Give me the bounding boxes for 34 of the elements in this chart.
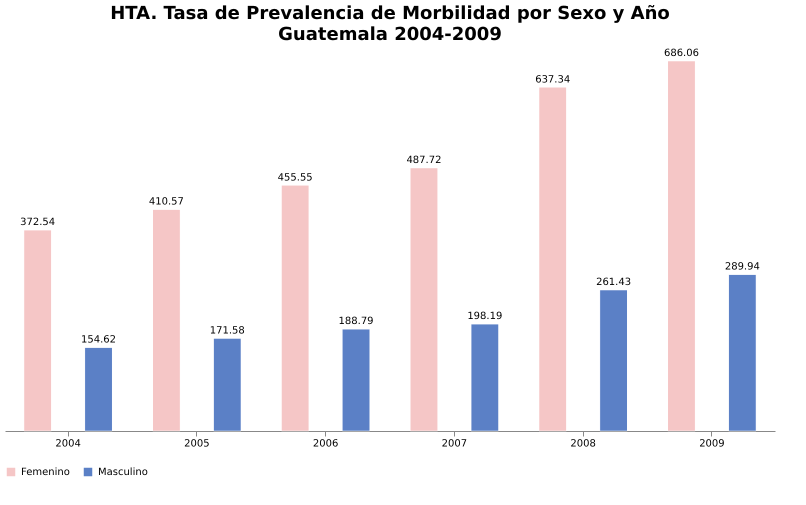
- x-tick-label: 2008: [570, 438, 596, 450]
- x-tick-label: 2005: [184, 438, 210, 450]
- bar: [152, 209, 180, 432]
- bar: [281, 185, 310, 432]
- bar: [538, 87, 567, 432]
- data-label: 188.79: [338, 316, 374, 328]
- data-label: 686.06: [664, 48, 699, 59]
- legend-label: Masculino: [98, 467, 148, 478]
- data-label: 372.54: [20, 217, 56, 228]
- bar: [668, 60, 696, 432]
- data-label: 410.57: [148, 196, 184, 208]
- x-tick-label: 2006: [312, 438, 338, 450]
- x-tick-label: 2009: [699, 438, 725, 450]
- bar: [213, 338, 242, 432]
- bar: [24, 230, 52, 432]
- bar: [342, 328, 370, 432]
- chart-subtitle: Guatemala 2004-2009: [278, 24, 502, 45]
- bar: [410, 168, 438, 432]
- data-label: 455.55: [278, 172, 313, 184]
- bar: [84, 347, 112, 432]
- data-label: 487.72: [406, 154, 442, 166]
- bar: [728, 274, 756, 432]
- data-label: 198.19: [467, 311, 502, 322]
- data-label: 154.62: [81, 334, 116, 346]
- x-tick-label: 2004: [55, 438, 81, 450]
- legend-label: Femenino: [21, 467, 70, 478]
- data-label: 289.94: [724, 262, 760, 273]
- chart-title: HTA. Tasa de Prevalencia de Morbilidad por Sexo y Año: [110, 3, 670, 24]
- bar: [470, 324, 499, 432]
- bar: [600, 290, 628, 432]
- x-tick-label: 2007: [442, 438, 468, 450]
- data-label: 261.43: [596, 277, 632, 288]
- data-label: 171.58: [210, 325, 245, 336]
- data-label: 637.34: [535, 74, 570, 86]
